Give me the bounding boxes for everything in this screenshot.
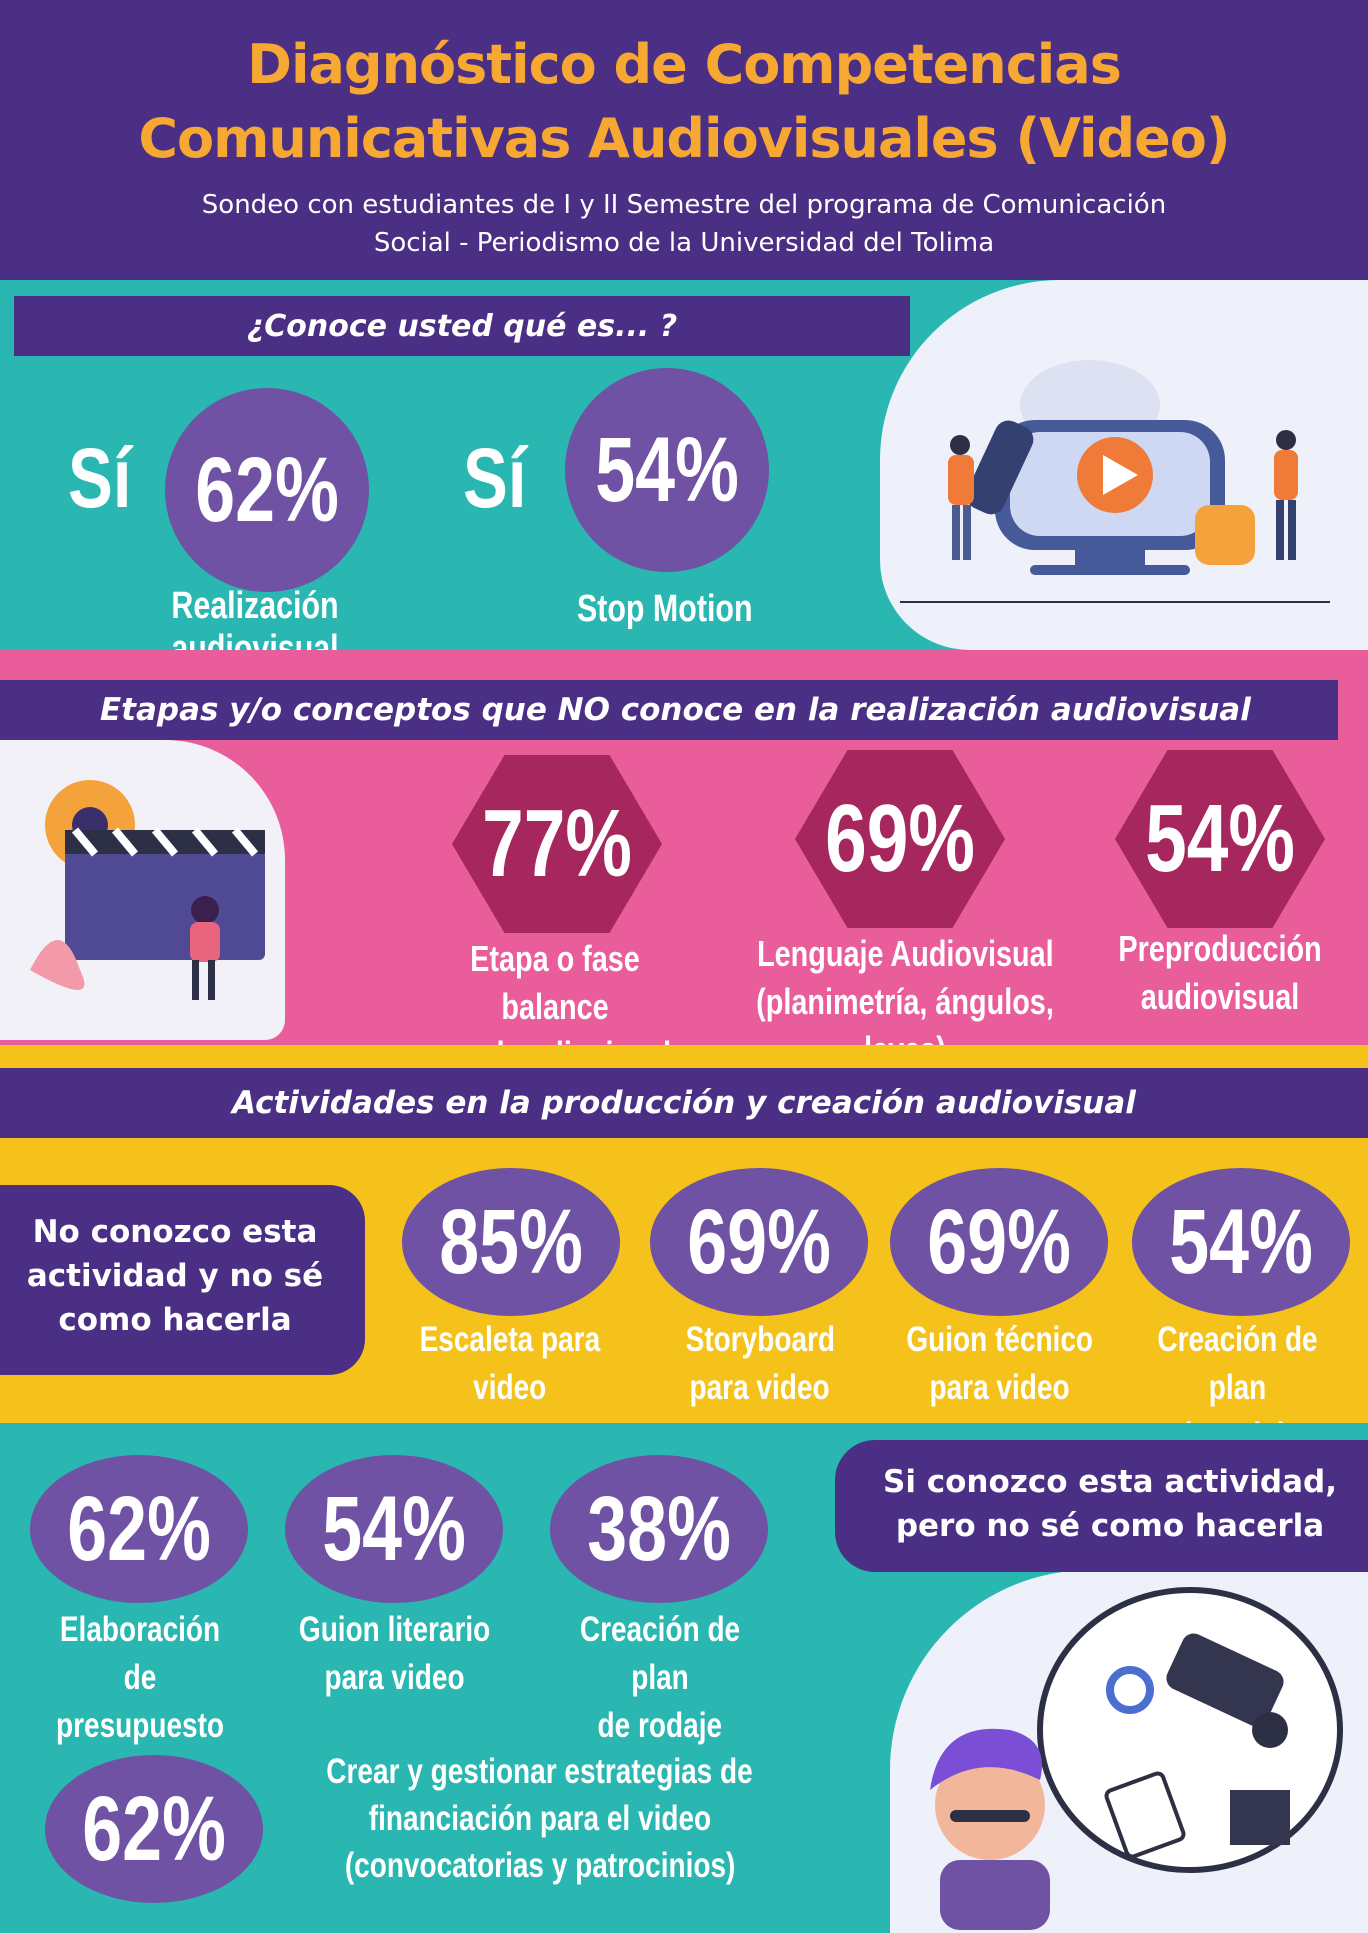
percent-value: 54%	[322, 1477, 466, 1580]
percent-oval-storyboard: 69%	[650, 1168, 868, 1316]
know-but-cant-label: Si conozco esta actividad, pero no sé co…	[883, 1464, 1337, 1544]
percent-oval-guion-literario: 54%	[285, 1455, 503, 1603]
percent-circle-realizacion: 62%	[165, 388, 369, 592]
label-preproduccion: Preproducción audiovisual	[1118, 928, 1322, 1017]
percent-value: 62%	[195, 438, 339, 541]
percent-value: 85%	[439, 1190, 583, 1293]
dont-know-label: No conozco esta actividad y no sé como h…	[26, 1214, 324, 1338]
percent-value: 54%	[595, 418, 739, 521]
know-but-cant-label-box	[835, 1440, 1368, 1572]
label-escaleta: Escaleta para video	[419, 1320, 601, 1407]
percent-value: 69%	[825, 785, 975, 892]
thinking-person-illustration	[930, 1587, 1343, 1930]
label-presupuesto: Elaboración de presupuesto	[55, 1610, 225, 1745]
percent-hex-preproduccion: 54%	[1115, 750, 1325, 928]
percent-oval-presupuesto: 62%	[30, 1455, 248, 1603]
label-financiacion: Crear y gestionar estrategias de financi…	[326, 1752, 754, 1885]
label-lenguaje: Lenguaje Audiovisual (planimetría, ángul…	[756, 933, 1054, 1070]
label-storyboard: Storyboard para video	[685, 1320, 835, 1407]
header-banner	[0, 0, 1368, 280]
tv-remote-illustration	[900, 360, 1330, 603]
activities-heading: Actividades en la producción y creación …	[0, 1068, 1368, 1138]
page-title: Diagnóstico de Competencias Comunicativa…	[0, 28, 1368, 176]
knowledge-heading: ¿Conoce usted qué es... ?	[14, 296, 910, 356]
percent-value: 38%	[587, 1477, 731, 1580]
label-stop-motion: Stop Motion	[577, 588, 753, 630]
percent-value: 69%	[927, 1190, 1071, 1293]
percent-oval-guion-tecnico: 69%	[890, 1168, 1108, 1316]
percent-value: 69%	[687, 1190, 831, 1293]
label-plan-rodaje-2: Creación de plan de rodaje	[579, 1610, 741, 1745]
clapperboard-illustration	[30, 780, 265, 1000]
percent-value: 62%	[82, 1777, 226, 1880]
subtitle-line-1: Sondeo con estudiantes de I y II Semestr…	[201, 190, 1167, 220]
dont-know-label-box	[0, 1185, 365, 1375]
label-guion-literario: Guion literario para video	[299, 1610, 491, 1697]
title-line-1: Diagnóstico de Competencias	[247, 33, 1122, 96]
answer-yes-1: Sí	[68, 431, 132, 525]
percent-oval-plan-rodaje: 54%	[1132, 1168, 1350, 1316]
title-line-2: Comunicativas Audiovisuales (Video)	[138, 107, 1230, 170]
percent-value: 54%	[1169, 1190, 1313, 1293]
percent-value: 62%	[67, 1477, 211, 1580]
percent-oval-escaleta: 85%	[402, 1168, 620, 1316]
unknown-stages-heading: Etapas y/o conceptos que NO conoce en la…	[0, 680, 1338, 740]
percent-hex-lenguaje: 69%	[795, 750, 1005, 928]
percent-circle-stop-motion: 54%	[565, 368, 769, 572]
percent-hex-balance: 77%	[452, 755, 662, 933]
page-subtitle: Sondeo con estudiantes de I y II Semestr…	[60, 186, 1308, 262]
percent-value: 54%	[1145, 785, 1295, 892]
percent-oval-financiacion: 62%	[45, 1755, 263, 1903]
percent-oval-plan-rodaje-2: 38%	[550, 1455, 768, 1603]
answer-yes-2: Sí	[463, 431, 527, 525]
label-guion-tecnico: Guion técnico para video	[906, 1320, 1094, 1407]
subtitle-line-2: Social - Periodismo de la Universidad de…	[373, 228, 995, 258]
percent-value: 77%	[482, 790, 632, 897]
